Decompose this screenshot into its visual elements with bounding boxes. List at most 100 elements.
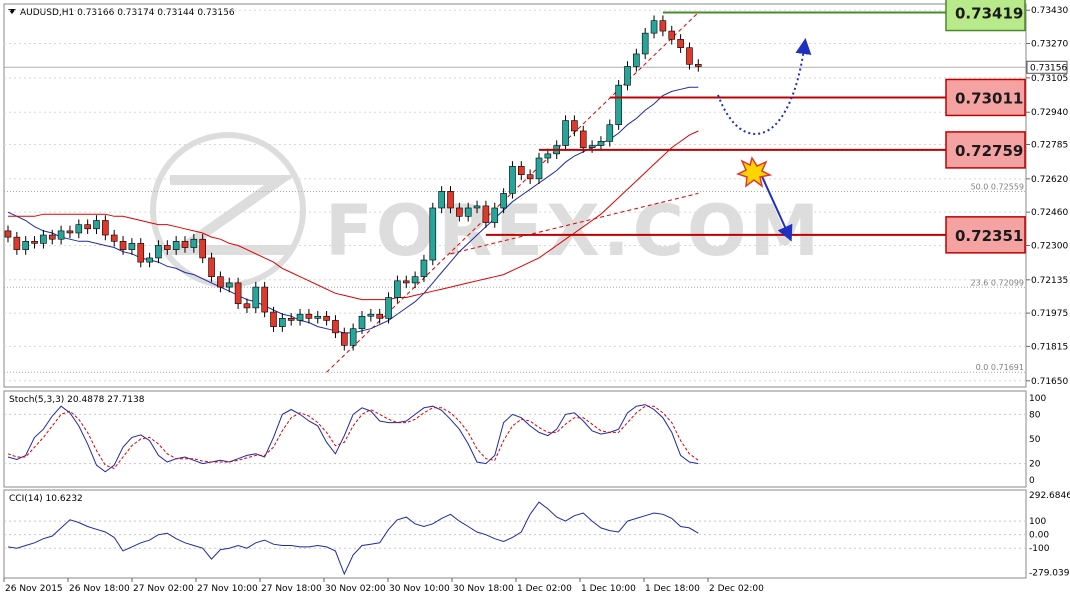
x-tick-label: 30 Nov 18:00 <box>453 584 514 594</box>
bearish-candle <box>376 313 384 319</box>
bearish-candle <box>447 191 454 209</box>
level-price-label: 0.73011 <box>955 89 1023 107</box>
stoch-panel-frame <box>3 390 1027 488</box>
cci-panel-frame <box>3 489 1027 579</box>
bullish-candle <box>473 205 481 209</box>
bullish-candle <box>146 257 153 263</box>
bearish-candle <box>4 230 12 238</box>
explosion-icon <box>736 156 773 188</box>
bearish-candle <box>102 220 109 236</box>
bearish-candle <box>181 240 189 248</box>
bullish-candle <box>411 276 419 284</box>
bearish-candle <box>287 318 295 321</box>
bullish-candle <box>535 157 543 180</box>
stoch-main-line <box>7 404 699 473</box>
bearish-candle <box>261 286 268 313</box>
y-tick-label: 0.72460 <box>1031 208 1068 218</box>
x-tick-label: 26 Nov 18:00 <box>69 584 130 594</box>
x-tick-label: 30 Nov 02:00 <box>325 584 386 594</box>
target-price-box <box>945 0 1026 32</box>
y-tick-label: 0.73270 <box>1031 40 1068 50</box>
bearish-candle <box>482 205 490 223</box>
bearish-candle <box>110 234 118 242</box>
bullish-candle <box>385 297 392 319</box>
current-price-box <box>1026 60 1068 74</box>
level-price-label: 0.72759 <box>955 142 1023 160</box>
bullish-candle <box>358 315 366 330</box>
projection-up-arrow <box>717 38 812 135</box>
bullish-candle <box>438 191 445 209</box>
bearish-candle <box>677 39 684 49</box>
bullish-candle <box>464 207 472 217</box>
bullish-candle <box>633 53 640 67</box>
y-tick-label: 0.73105 <box>1031 74 1068 84</box>
level-price-label: 0.73419 <box>955 5 1023 23</box>
bullish-candle <box>544 153 552 159</box>
bearish-candle <box>694 64 702 67</box>
bullish-candle <box>40 234 47 244</box>
resistance-price-box <box>945 78 1026 117</box>
y-tick-label: 0.72620 <box>1031 175 1068 185</box>
bearish-candle <box>234 282 242 305</box>
x-tick-label: 27 Nov 02:00 <box>133 584 194 594</box>
bearish-candle <box>517 166 525 175</box>
bullish-candle <box>75 224 83 234</box>
resistance-price-box <box>945 216 1026 254</box>
fibonacci-label: 23.6 0.72099 <box>971 278 1024 287</box>
bullish-candle <box>394 280 401 298</box>
y-tick-label: 0.71975 <box>1031 309 1068 319</box>
bullish-candle <box>606 124 614 142</box>
bullish-candle <box>500 193 507 209</box>
bearish-candle <box>270 311 277 327</box>
bullish-candle <box>429 207 437 261</box>
bullish-candle <box>57 230 65 240</box>
y-tick-label: 0.71815 <box>1031 342 1068 352</box>
bearish-candle <box>332 320 339 334</box>
bearish-candle <box>164 245 171 250</box>
current-price-label: 0.73156 <box>1030 63 1067 73</box>
cci-y-tick-label: 0.00 <box>1029 531 1049 541</box>
x-tick-label: 1 Dec 18:00 <box>645 584 700 594</box>
y-tick-label: 0.72785 <box>1031 141 1068 151</box>
x-tick-label: 27 Nov 10:00 <box>197 584 258 594</box>
x-tick-label: 2 Dec 02:00 <box>709 584 764 594</box>
x-tick-label: 30 Nov 10:00 <box>389 584 450 594</box>
bullish-candle <box>296 313 304 321</box>
level-price-label: 0.72351 <box>955 227 1023 245</box>
stoch-info: Stoch(5,3,3) 20.4878 27.7138 <box>9 395 145 405</box>
stoch-y-tick-label: 0 <box>1029 476 1035 486</box>
bearish-candle <box>208 257 215 277</box>
stoch-y-tick-label: 50 <box>1029 435 1041 445</box>
bearish-candle <box>579 130 587 148</box>
bearish-candle <box>659 20 667 32</box>
cci-y-tick-label: 100 <box>1029 517 1046 527</box>
cci-line <box>7 501 699 576</box>
x-tick-label: 27 Nov 18:00 <box>261 584 322 594</box>
bearish-candle <box>137 243 145 263</box>
stoch-signal-line <box>7 405 699 470</box>
resistance-price-box <box>945 131 1026 169</box>
bearish-candle <box>305 313 313 319</box>
bullish-candle <box>93 220 100 230</box>
fibonacci-label: 50.0 0.72559 <box>971 183 1024 192</box>
bullish-candle <box>420 259 428 277</box>
bullish-candle <box>128 243 136 250</box>
bullish-candle <box>314 315 322 319</box>
slow-moving-average-line <box>8 130 699 301</box>
stoch-y-tick-label: 100 <box>1029 394 1046 404</box>
bullish-candle <box>22 240 30 250</box>
cci-info: CCI(14) 10.6232 <box>9 494 83 504</box>
stoch-y-tick-label: 80 <box>1029 410 1041 420</box>
stoch-y-tick-label: 20 <box>1029 460 1041 470</box>
bullish-candle <box>650 20 658 34</box>
bearish-candle <box>199 238 206 259</box>
bearish-candle <box>526 174 534 180</box>
bullish-candle <box>172 240 180 250</box>
bullish-candle <box>155 245 162 259</box>
bullish-candle <box>190 238 198 248</box>
bullish-candle <box>509 166 516 194</box>
bullish-candle <box>641 32 649 55</box>
cci-y-tick-label: -100 <box>1029 544 1050 554</box>
